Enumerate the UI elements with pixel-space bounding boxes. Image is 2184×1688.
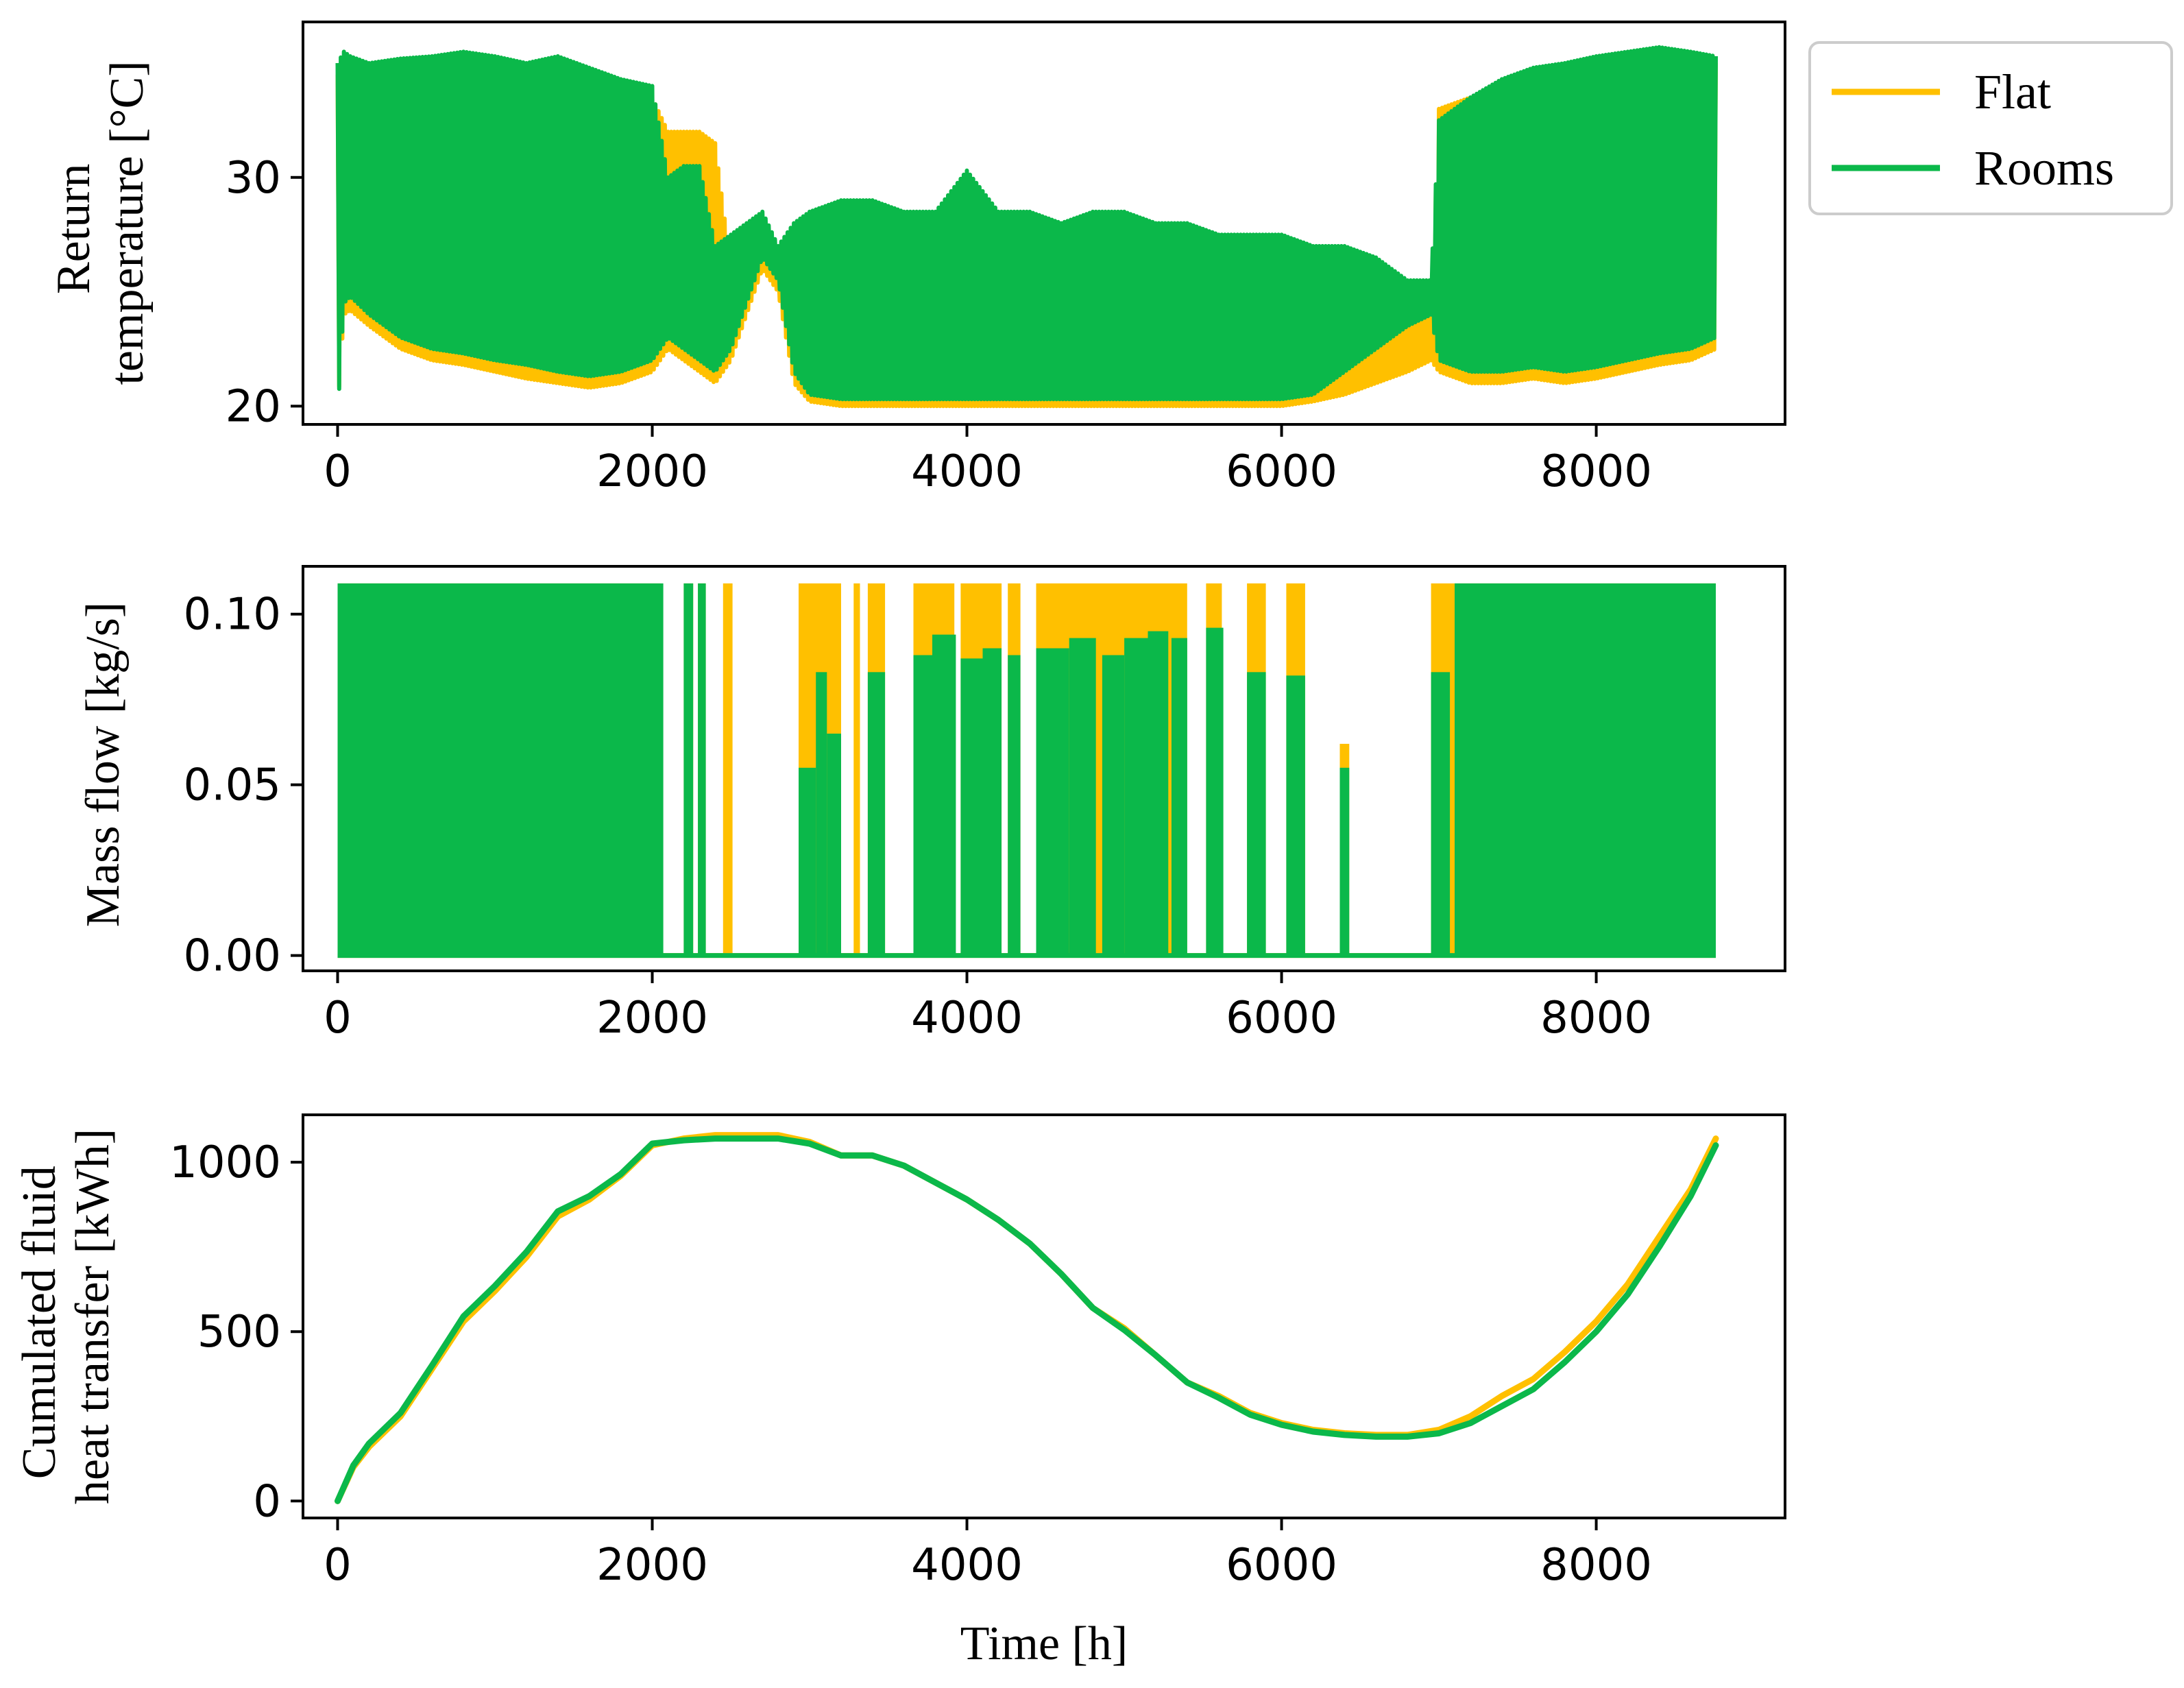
heat-transfer-xtick-label: 0 bbox=[324, 1540, 352, 1591]
mass-flow-rooms-band bbox=[1286, 675, 1305, 956]
mass-flow-rooms-band bbox=[932, 634, 956, 956]
return-temperature-xtick-label: 4000 bbox=[911, 446, 1023, 497]
mass-flow-rooms-band bbox=[698, 583, 706, 956]
return-temperature-rooms-line bbox=[335, 45, 1718, 402]
mass-flow-rooms-band bbox=[960, 658, 983, 956]
mass-flow-rooms-band bbox=[867, 672, 886, 956]
mass-flow-rooms-band bbox=[1171, 638, 1187, 956]
mass-flow-ytick-label: 0.00 bbox=[184, 931, 282, 982]
heat-transfer-ytick-label: 0 bbox=[253, 1476, 281, 1527]
legend: Flat Rooms bbox=[1808, 41, 2173, 215]
heat-transfer-rooms-line bbox=[335, 1135, 1719, 1504]
mass-flow-ylabel-line-1: Mass flow [kg/s] bbox=[77, 602, 130, 927]
mass-flow-y-ticks: 0.00 0.05 0.10 bbox=[184, 590, 303, 982]
mass-flow-xtick-label: 0 bbox=[324, 993, 352, 1044]
mass-flow-rooms-band bbox=[816, 672, 827, 956]
mass-flow-xtick-label: 8000 bbox=[1540, 993, 1652, 1044]
mass-flow-rooms-band bbox=[1148, 631, 1169, 956]
heat-transfer-y-ticks: 0 500 1000 bbox=[169, 1137, 303, 1527]
return-temperature-xtick-label: 0 bbox=[324, 446, 352, 497]
heat-transfer-ylabel: Cumulated fluid heat transfer [kWh] bbox=[13, 1129, 119, 1504]
heat-transfer-ylabel-line-2: heat transfer [kWh] bbox=[66, 1129, 119, 1504]
legend-rooms-label: Rooms bbox=[1974, 141, 2114, 195]
mass-flow-plot-area bbox=[337, 583, 1716, 958]
heat-transfer-ytick-label: 1000 bbox=[169, 1137, 281, 1188]
return-temperature-ylabel-line-1: Return bbox=[47, 163, 100, 294]
mass-flow-xtick-label: 6000 bbox=[1226, 993, 1337, 1044]
mass-flow-rooms-band bbox=[982, 648, 1002, 956]
mass-flow-rooms-band bbox=[683, 583, 694, 956]
mass-flow-rooms-band bbox=[1069, 638, 1096, 956]
return-temperature-xtick-label: 6000 bbox=[1226, 446, 1337, 497]
mass-flow-rooms-band bbox=[1008, 655, 1021, 956]
mass-flow-rooms-band bbox=[799, 767, 816, 956]
legend-flat-label: Flat bbox=[1974, 64, 2051, 119]
mass-flow-rooms-band bbox=[1247, 672, 1266, 956]
mass-flow-xtick-label: 2000 bbox=[596, 993, 708, 1044]
return-temperature-xtick-label: 8000 bbox=[1540, 446, 1652, 497]
x-axis-label: Time [h] bbox=[960, 1617, 1128, 1670]
mass-flow-rooms-band bbox=[1339, 767, 1350, 956]
mass-flow-x-ticks: 0 2000 4000 6000 8000 bbox=[324, 971, 1652, 1044]
return-temperature-ylabel-line-2: temperature [°C] bbox=[101, 60, 154, 385]
mass-flow-rooms-band bbox=[337, 583, 664, 956]
heat-transfer-panel: 0 2000 4000 6000 8000 0 500 1000 Cumulated flu… bbox=[13, 1113, 1786, 1670]
mass-flow-rooms-band bbox=[1431, 672, 1451, 956]
mass-flow-xtick-label: 4000 bbox=[911, 993, 1023, 1044]
mass-flow-rooms-band bbox=[1206, 627, 1224, 956]
mass-flow-ytick-label: 0.05 bbox=[184, 760, 282, 811]
return-temperature-ytick-label: 30 bbox=[226, 153, 281, 204]
heat-transfer-plot-area bbox=[335, 1132, 1719, 1504]
heat-transfer-axes-frame bbox=[302, 1113, 1786, 1519]
mass-flow-axes-frame bbox=[302, 565, 1786, 972]
heat-transfer-ylabel-line-1: Cumulated fluid bbox=[13, 1166, 66, 1479]
mass-flow-rooms-band bbox=[1124, 638, 1148, 956]
mass-flow-ylabel: Mass flow [kg/s] bbox=[77, 602, 130, 927]
return-temperature-x-ticks: 0 2000 4000 6000 8000 bbox=[324, 424, 1652, 497]
mass-flow-rooms-band bbox=[913, 655, 932, 956]
heat-transfer-x-ticks: 0 2000 4000 6000 8000 bbox=[324, 1518, 1652, 1591]
mass-flow-panel: 0 2000 4000 6000 8000 0.00 0.05 0.10 Mass flow… bbox=[77, 565, 1786, 1044]
heat-transfer-xtick-label: 4000 bbox=[911, 1540, 1023, 1591]
mass-flow-ytick-label: 0.10 bbox=[184, 590, 282, 640]
mass-flow-rooms-band bbox=[1036, 648, 1069, 956]
mass-flow-flat-band bbox=[853, 583, 860, 956]
heat-transfer-flat-line bbox=[335, 1132, 1719, 1504]
mass-flow-rooms-band bbox=[1455, 583, 1716, 956]
return-temperature-ylabel: Return temperature [°C] bbox=[47, 60, 154, 385]
mass-flow-rooms-band bbox=[827, 734, 841, 956]
mass-flow-rooms-band bbox=[1102, 655, 1124, 956]
heat-transfer-ytick-label: 500 bbox=[197, 1307, 281, 1358]
mass-flow-flat-band bbox=[723, 583, 733, 956]
return-temperature-xtick-label: 2000 bbox=[596, 446, 708, 497]
return-temperature-plot-area bbox=[335, 45, 1718, 409]
heat-transfer-xtick-label: 8000 bbox=[1540, 1540, 1652, 1591]
return-temperature-ytick-label: 20 bbox=[226, 381, 281, 432]
heat-transfer-xtick-label: 2000 bbox=[596, 1540, 708, 1591]
heat-transfer-xtick-label: 6000 bbox=[1226, 1540, 1337, 1591]
return-temperature-axes-frame bbox=[302, 21, 1786, 426]
